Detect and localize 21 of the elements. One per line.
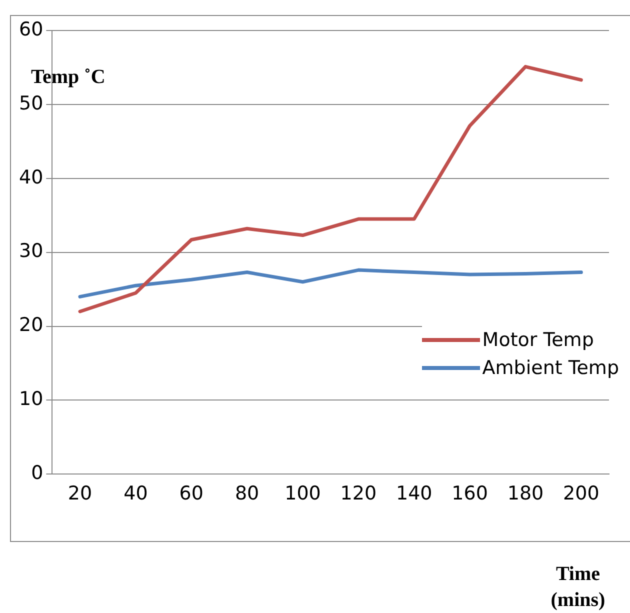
- x-tick-label: 40: [124, 482, 148, 505]
- x-tick-label: 80: [234, 482, 260, 505]
- x-tick-label: 160: [452, 482, 488, 505]
- y-axis-title: Temp ˚C: [31, 66, 106, 89]
- legend-label: Motor Temp: [482, 328, 594, 353]
- legend-label: Ambient Temp: [482, 356, 619, 381]
- x-tick-label: 120: [340, 482, 377, 505]
- x-tick-label: 140: [396, 482, 432, 505]
- x-tick-label: 100: [284, 482, 321, 505]
- y-tick-label: 30: [18, 240, 44, 262]
- y-tick-label: 50: [18, 92, 44, 114]
- x-tick-label: 60: [179, 482, 204, 505]
- y-tick-label: 0: [31, 462, 44, 484]
- y-tick-label: 20: [18, 314, 44, 336]
- y-tick-label: 10: [18, 388, 44, 410]
- x-tick-label: 180: [507, 482, 544, 505]
- y-tick-label: 60: [18, 18, 44, 40]
- y-tick-label: 40: [18, 166, 44, 188]
- x-tick-label: 20: [68, 482, 92, 505]
- x-axis-title: Time (mins): [550, 562, 606, 613]
- x-tick-label: 200: [563, 482, 600, 505]
